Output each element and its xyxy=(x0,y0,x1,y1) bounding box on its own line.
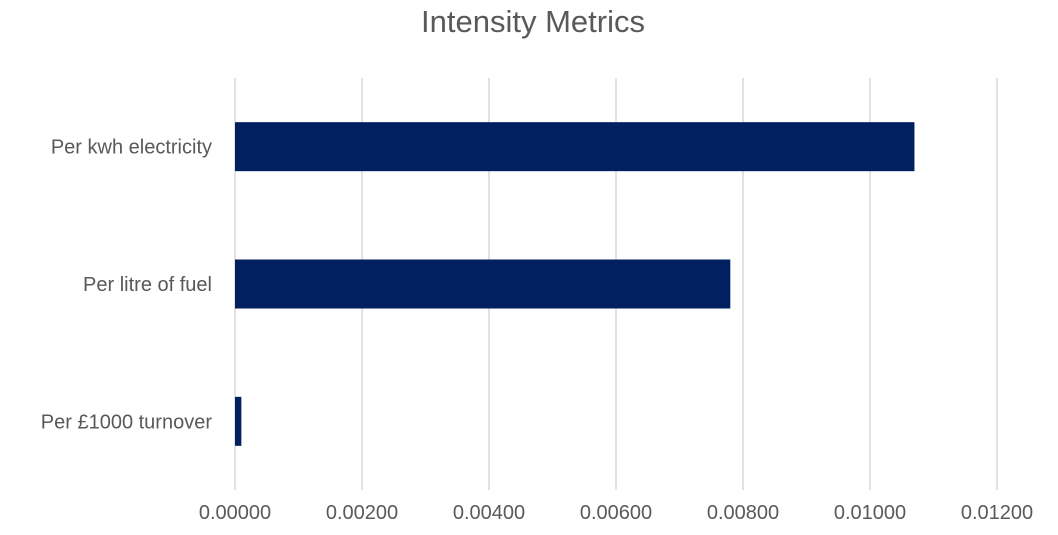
x-tick-label: 0.01000 xyxy=(834,502,906,524)
category-label: Per £1000 turnover xyxy=(41,411,213,433)
x-tick-label: 0.00000 xyxy=(199,502,271,524)
bar xyxy=(235,122,915,172)
bar xyxy=(235,259,731,309)
x-tick-label: 0.00200 xyxy=(326,502,398,524)
x-tick-label: 0.00800 xyxy=(707,502,779,524)
x-tick-label: 0.01200 xyxy=(961,502,1033,524)
bar xyxy=(235,396,242,446)
category-label: Per litre of fuel xyxy=(83,274,212,296)
category-label: Per kwh electricity xyxy=(51,137,212,159)
chart-title: Intensity Metrics xyxy=(421,4,645,39)
x-tick-label: 0.00600 xyxy=(580,502,652,524)
x-tick-label: 0.00400 xyxy=(453,502,525,524)
